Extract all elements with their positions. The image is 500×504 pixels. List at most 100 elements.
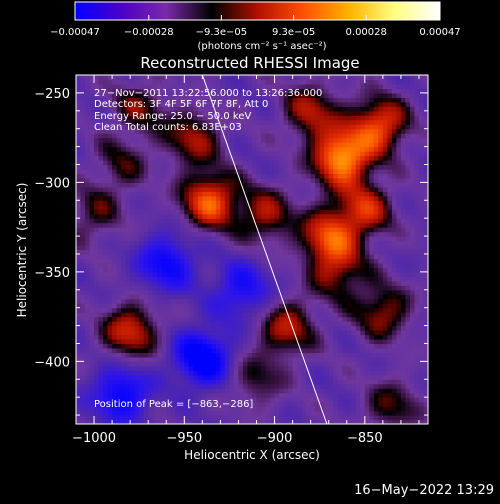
heatmap-cell — [139, 160, 144, 165]
heatmap-cell — [320, 75, 325, 80]
heatmap-cell — [202, 236, 207, 241]
heatmap-cell — [275, 357, 280, 362]
heatmap-cell — [293, 133, 298, 138]
heatmap-cell — [171, 321, 176, 326]
heatmap-cell — [270, 111, 275, 116]
heatmap-cell — [329, 406, 334, 411]
heatmap-cell — [243, 339, 248, 344]
heatmap-cell — [293, 205, 298, 210]
heatmap-cell — [99, 232, 104, 237]
heatmap-cell — [207, 218, 212, 223]
heatmap-cell — [121, 79, 126, 84]
heatmap-cell — [342, 321, 347, 326]
heatmap-cell — [238, 205, 243, 210]
heatmap-cell — [261, 330, 266, 335]
heatmap-cell — [225, 267, 230, 272]
heatmap-cell — [315, 115, 320, 120]
heatmap-cell — [275, 308, 280, 313]
heatmap-cell — [306, 330, 311, 335]
heatmap-cell — [297, 129, 302, 134]
heatmap-cell — [148, 384, 153, 389]
heatmap-cell — [275, 397, 280, 402]
heatmap-cell — [94, 241, 99, 246]
heatmap-cell — [112, 415, 117, 420]
heatmap-cell — [157, 200, 162, 205]
heatmap-cell — [225, 200, 230, 205]
heatmap-cell — [270, 326, 275, 331]
heatmap-cell — [252, 209, 257, 214]
heatmap-cell — [329, 250, 334, 255]
heatmap-cell — [193, 236, 198, 241]
heatmap-cell — [311, 254, 316, 259]
heatmap-cell — [157, 133, 162, 138]
heatmap-cell — [311, 415, 316, 420]
heatmap-cell — [189, 227, 194, 232]
heatmap-cell — [211, 187, 216, 192]
heatmap-cell — [216, 308, 221, 313]
heatmap-cell — [148, 317, 153, 322]
heatmap-cell — [220, 375, 225, 380]
heatmap-cell — [275, 129, 280, 134]
heatmap-cell — [266, 312, 271, 317]
heatmap-cell — [76, 169, 81, 174]
heatmap-cell — [99, 299, 104, 304]
heatmap-cell — [175, 294, 180, 299]
heatmap-cell — [252, 326, 257, 331]
heatmap-cell — [211, 348, 216, 353]
heatmap-cell — [229, 258, 234, 263]
heatmap-cell — [126, 263, 131, 268]
heatmap-cell — [144, 205, 149, 210]
heatmap-cell — [103, 75, 108, 80]
heatmap-cell — [180, 218, 185, 223]
heatmap-cell — [324, 214, 329, 219]
heatmap-cell — [117, 187, 122, 192]
heatmap-cell — [193, 169, 198, 174]
heatmap-cell — [252, 308, 257, 313]
heatmap-cell — [257, 361, 262, 366]
heatmap-cell — [157, 366, 162, 371]
heatmap-cell — [288, 348, 293, 353]
heatmap-cell — [144, 164, 149, 169]
heatmap-cell — [175, 285, 180, 290]
heatmap-cell — [148, 272, 153, 277]
heatmap-cell — [193, 250, 198, 255]
heatmap-cell — [238, 370, 243, 375]
heatmap-cell — [171, 312, 176, 317]
heatmap-cell — [153, 415, 158, 420]
heatmap-cell — [333, 285, 338, 290]
heatmap-cell — [85, 102, 90, 107]
heatmap-cell — [351, 343, 356, 348]
heatmap-cell — [279, 312, 284, 317]
heatmap-cell — [166, 79, 171, 84]
heatmap-cell — [220, 79, 225, 84]
heatmap-cell — [130, 138, 135, 143]
heatmap-cell — [342, 335, 347, 340]
heatmap-cell — [103, 151, 108, 156]
heatmap-cell — [302, 379, 307, 384]
heatmap-cell — [94, 209, 99, 214]
heatmap-cell — [238, 294, 243, 299]
heatmap-cell — [247, 388, 252, 393]
heatmap-cell — [175, 379, 180, 384]
heatmap-cell — [297, 281, 302, 286]
heatmap-cell — [99, 330, 104, 335]
heatmap-cell — [166, 415, 171, 420]
heatmap-cell — [189, 169, 194, 174]
heatmap-cell — [302, 200, 307, 205]
heatmap-cell — [351, 339, 356, 344]
heatmap-cell — [252, 290, 257, 295]
heatmap-cell — [126, 308, 131, 313]
heatmap-cell — [238, 147, 243, 152]
heatmap-cell — [297, 312, 302, 317]
heatmap-cell — [306, 223, 311, 228]
heatmap-cell — [257, 308, 262, 313]
heatmap-cell — [320, 303, 325, 308]
heatmap-cell — [247, 281, 252, 286]
heatmap-cell — [329, 290, 334, 295]
heatmap-cell — [320, 115, 325, 120]
heatmap-cell — [193, 258, 198, 263]
heatmap-cell — [135, 156, 140, 161]
heatmap-cell — [270, 411, 275, 416]
heatmap-cell — [225, 182, 230, 187]
heatmap-cell — [306, 276, 311, 281]
